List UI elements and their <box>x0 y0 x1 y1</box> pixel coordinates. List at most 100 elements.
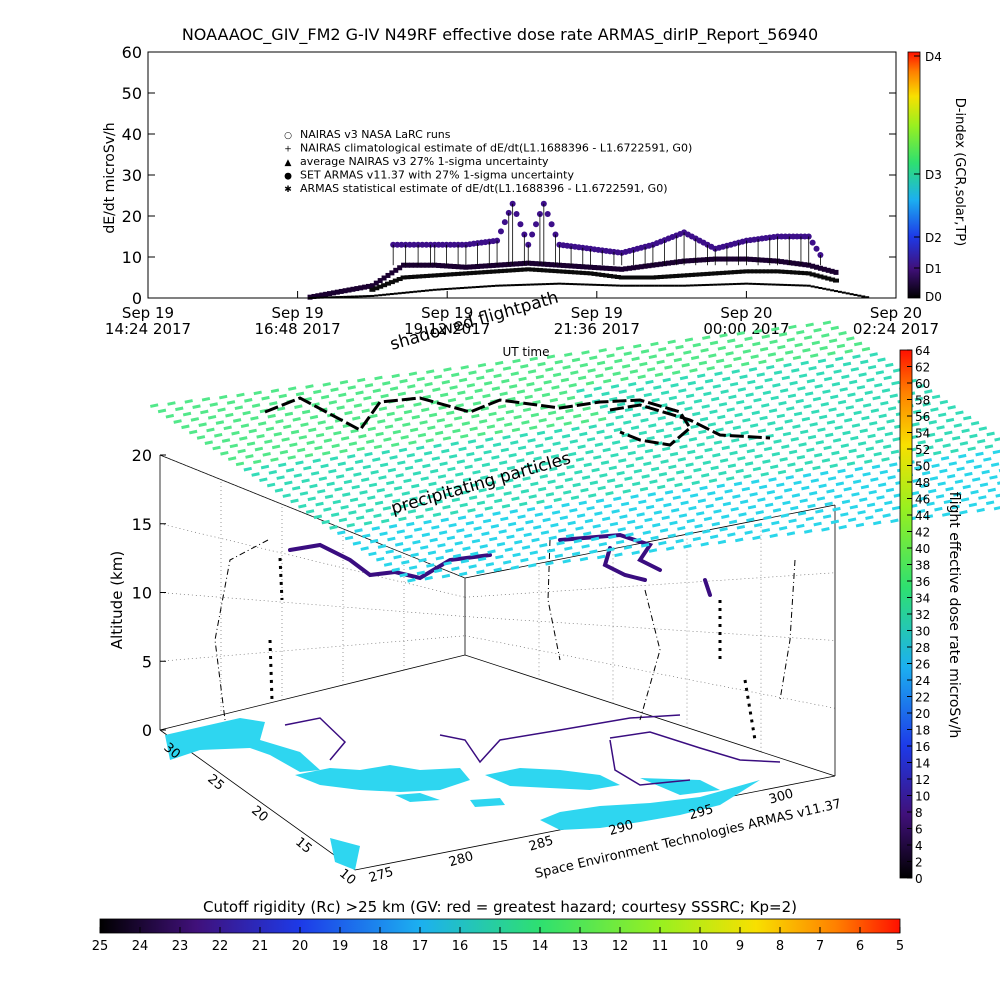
dose-grid-cell <box>310 471 320 476</box>
dose-grid-cell <box>278 462 287 468</box>
dose-grid-cell <box>769 533 778 539</box>
dose-grid-cell <box>309 414 319 420</box>
dose-grid-cell <box>182 411 192 417</box>
armas-estimate-point <box>766 269 773 274</box>
dose-grid-cell <box>867 364 877 370</box>
dose-grid-cell <box>569 439 579 444</box>
dose-grid-cell <box>731 369 740 374</box>
dose-grid-cell <box>683 544 692 549</box>
dose-tick-label: 46 <box>915 493 930 507</box>
nairas-avg-point <box>818 287 823 290</box>
dose-grid-cell <box>646 435 655 441</box>
dose-grid-cell <box>600 529 609 534</box>
dose-grid-cell <box>530 412 540 418</box>
dose-grid-cell <box>605 491 614 496</box>
dose-grid-cell <box>615 539 625 545</box>
dose-grid-cell <box>759 346 769 352</box>
dose-grid-cell <box>335 474 345 479</box>
dose-grid-cell <box>937 481 946 487</box>
dose-grid-cell <box>892 368 902 373</box>
dose-grid-cell <box>703 391 712 397</box>
nairas-avg-point <box>518 283 523 286</box>
dose-grid-cell <box>805 516 815 522</box>
dose-grid-cell <box>471 413 480 419</box>
dose-grid-cell <box>307 496 316 502</box>
nairas-point <box>568 263 574 269</box>
dose-grid-cell <box>438 405 447 410</box>
dose-grid-cell <box>299 491 309 496</box>
dose-grid-cell <box>872 395 881 401</box>
dose-grid-cell <box>872 520 882 526</box>
dose-grid-cell <box>552 372 562 378</box>
nairas-point <box>763 257 769 263</box>
dose-grid-cell <box>617 527 626 532</box>
nairas-point <box>311 293 317 299</box>
dose-grid-cell <box>432 387 441 392</box>
dose-grid-cell <box>868 489 877 495</box>
dose-grid-cell <box>866 377 875 383</box>
dose-grid-cell <box>498 460 508 466</box>
dose-grid-cell <box>401 560 410 565</box>
dose-grid-cell <box>811 409 820 415</box>
armas-estimate-point <box>708 271 715 276</box>
dose-grid-cell <box>744 336 753 341</box>
armas-point <box>398 241 405 248</box>
dose-grid-cell <box>646 367 656 372</box>
dose-grid-cell <box>891 380 900 386</box>
dose-grid-cell <box>527 369 537 374</box>
dose-grid-cell <box>734 537 744 543</box>
nairas-avg-point <box>674 284 679 287</box>
dose-grid-cell <box>359 490 368 495</box>
dose-grid-cell <box>645 504 655 510</box>
dose-grid-cell <box>426 494 436 499</box>
dose-grid-cell <box>418 557 427 563</box>
dose-grid-cell <box>259 477 268 483</box>
nairas-avg-point <box>378 294 383 297</box>
top-x-tick-time: 14:24 2017 <box>105 320 191 338</box>
altitude-tick-label: 15 <box>132 515 152 534</box>
dose-grid-cell <box>968 502 978 508</box>
dose-grid-cell <box>618 389 628 394</box>
dose-grid-cell <box>576 388 585 393</box>
nairas-avg-point <box>460 287 465 290</box>
dose-grid-cell <box>481 462 491 468</box>
armas-estimate-point <box>474 270 481 275</box>
dose-grid-cell <box>816 371 825 376</box>
dose-grid-cell <box>355 390 364 396</box>
dose-grid-cell <box>214 432 223 438</box>
dose-grid-cell <box>321 519 330 525</box>
dose-grid-cell <box>579 362 589 368</box>
dose-grid-cell <box>421 532 431 538</box>
dose-grid-cell <box>243 466 252 472</box>
dose-grid-cell <box>417 432 427 438</box>
dose-grid-cell <box>650 341 659 347</box>
dose-grid-cell <box>215 420 225 425</box>
dose-grid-cell <box>458 377 468 383</box>
dose-grid-cell <box>824 501 833 507</box>
top-x-tick-time: 02:24 2017 <box>853 320 939 338</box>
dose-grid-cell <box>865 515 874 520</box>
dose-grid-cell <box>525 450 535 456</box>
dose-grid-cell <box>628 381 637 387</box>
nairas-avg-point <box>798 284 803 287</box>
nairas-avg-point <box>421 289 426 292</box>
dose-grid-cell <box>295 460 304 466</box>
dose-grid-cell <box>846 461 856 466</box>
dose-grid-cell <box>648 548 658 553</box>
dose-grid-cell <box>840 512 849 517</box>
dose-grid-cell <box>274 488 284 493</box>
armas-estimate-point <box>552 269 559 274</box>
dose-grid-cell <box>303 465 312 471</box>
armas-estimate-point <box>727 270 734 275</box>
dose-grid-cell <box>298 435 308 440</box>
dose-grid-cell <box>636 443 646 449</box>
dose-grid-cell <box>796 330 805 335</box>
nairas-avg-point <box>409 291 414 294</box>
dose-grid-cell <box>792 355 802 361</box>
dose-grid-cell <box>477 362 487 368</box>
nairas-point <box>576 263 582 269</box>
dose-grid-cell <box>430 400 439 405</box>
dose-grid-cell <box>916 383 925 389</box>
dose-grid-cell <box>776 482 785 488</box>
dose-grid-cell <box>510 371 520 377</box>
